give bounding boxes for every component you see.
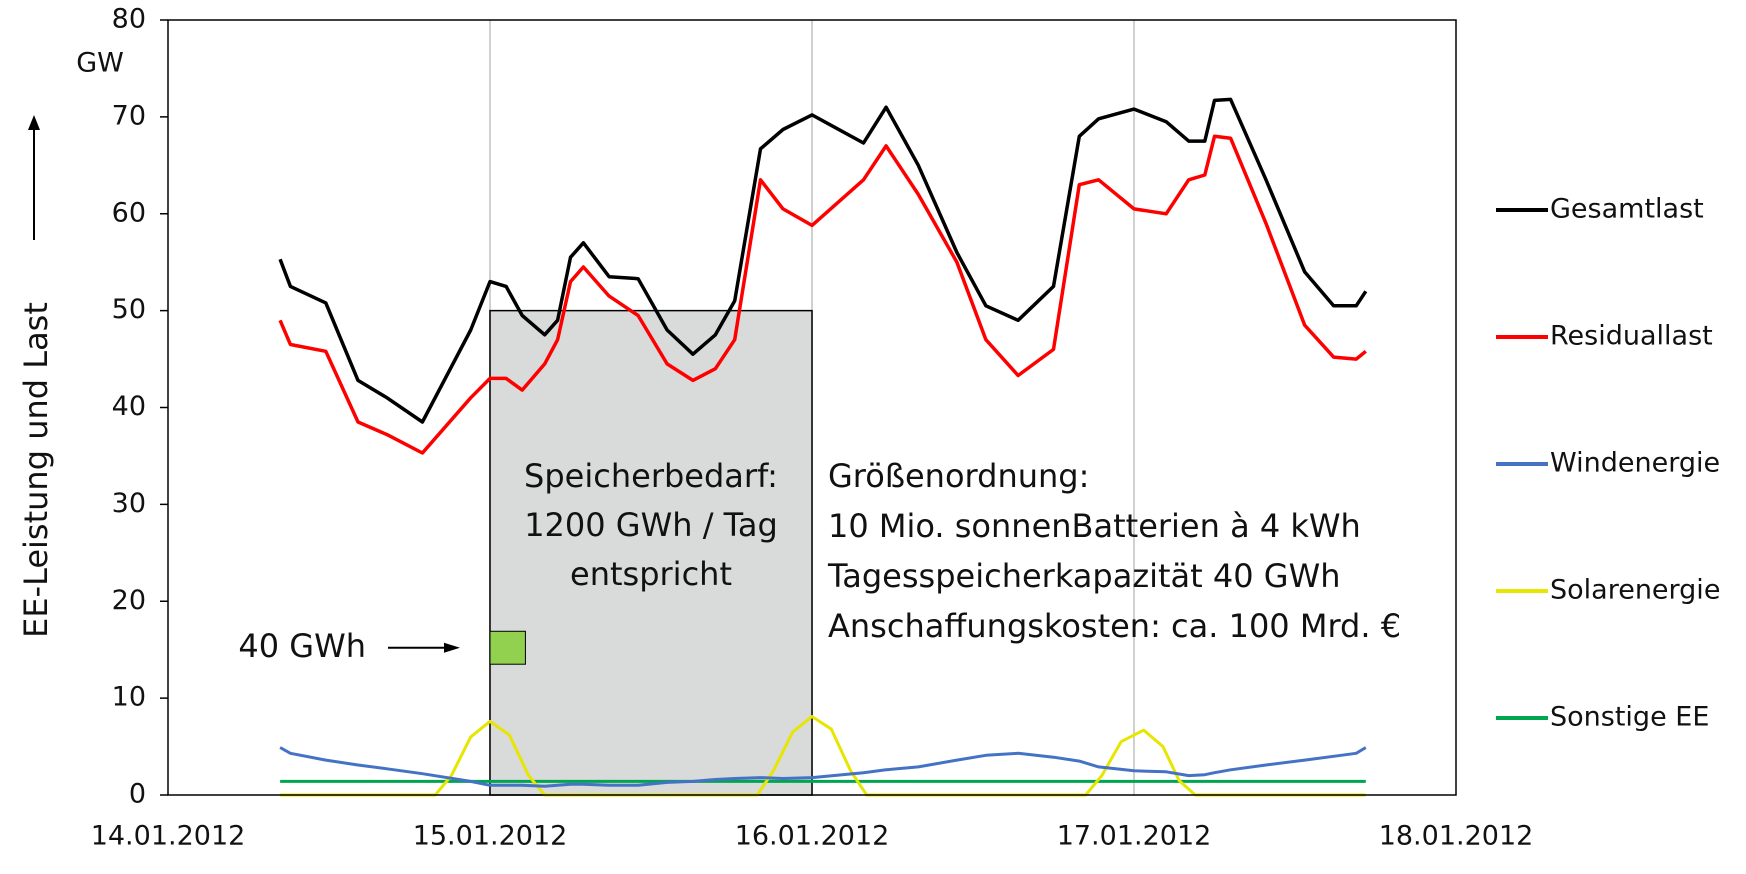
legend-label: Solarenergie — [1550, 575, 1720, 606]
legend-label: Windenergie — [1550, 448, 1720, 479]
y-tick-label: 50 — [112, 294, 146, 325]
plot-frame — [167, 19, 1457, 796]
y-axis-label: EE-Leistung und Last — [17, 302, 55, 638]
series-line — [278, 134, 1367, 455]
note-text: Tagesspeicherkapazität 40 GWh — [827, 557, 1340, 595]
y-tick-label: 10 — [112, 682, 146, 713]
x-tick-label: 18.01.2012 — [1379, 821, 1534, 852]
y-tick-label: 0 — [129, 779, 146, 810]
y-tick-label: 20 — [112, 585, 146, 616]
storage-text: Speicherbedarf: — [524, 457, 778, 495]
storage-text: 1200 GWh / Tag — [524, 506, 778, 544]
y-tick-label: 80 — [112, 4, 146, 35]
axis-arrow-head — [28, 115, 40, 130]
y-tick-label: 30 — [112, 488, 146, 519]
storage-box — [489, 309, 813, 796]
legend-label: Sonstige EE — [1550, 702, 1709, 733]
y-tick-label: 40 — [112, 391, 146, 422]
arrow-head — [444, 642, 460, 653]
battery-box — [489, 630, 526, 665]
note-text: 10 Mio. sonnenBatterien à 4 kWh — [828, 507, 1361, 545]
note-text: Größenordnung: — [828, 457, 1089, 495]
x-tick-label: 15.01.2012 — [413, 821, 568, 852]
y-tick-label: 60 — [112, 197, 146, 228]
legend-label: Residuallast — [1550, 321, 1713, 352]
series-line — [280, 715, 1366, 797]
legend-label: Gesamtlast — [1550, 194, 1704, 225]
series-line — [278, 97, 1368, 424]
x-tick-label: 17.01.2012 — [1057, 821, 1212, 852]
x-tick-label: 16.01.2012 — [735, 821, 890, 852]
battery-label: 40 GWh — [238, 627, 366, 665]
x-tick-label: 14.01.2012 — [91, 821, 246, 852]
y-tick-label: 70 — [112, 100, 146, 131]
storage-text: entspricht — [570, 555, 732, 593]
series-line — [279, 746, 1367, 788]
note-text: Anschaffungskosten: ca. 100 Mrd. € — [828, 607, 1401, 645]
y-unit: GW — [76, 48, 124, 79]
